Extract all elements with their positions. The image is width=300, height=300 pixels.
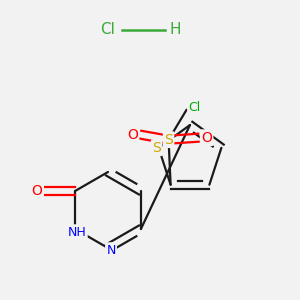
- Text: O: O: [201, 131, 212, 145]
- Text: S: S: [152, 141, 161, 155]
- Text: Cl: Cl: [188, 101, 201, 114]
- Text: H: H: [169, 22, 181, 38]
- Text: N: N: [106, 244, 116, 256]
- Text: Cl: Cl: [100, 22, 116, 38]
- Text: NH: NH: [68, 226, 86, 238]
- Text: O: O: [32, 184, 43, 198]
- Text: S: S: [164, 133, 173, 147]
- Text: O: O: [127, 128, 138, 142]
